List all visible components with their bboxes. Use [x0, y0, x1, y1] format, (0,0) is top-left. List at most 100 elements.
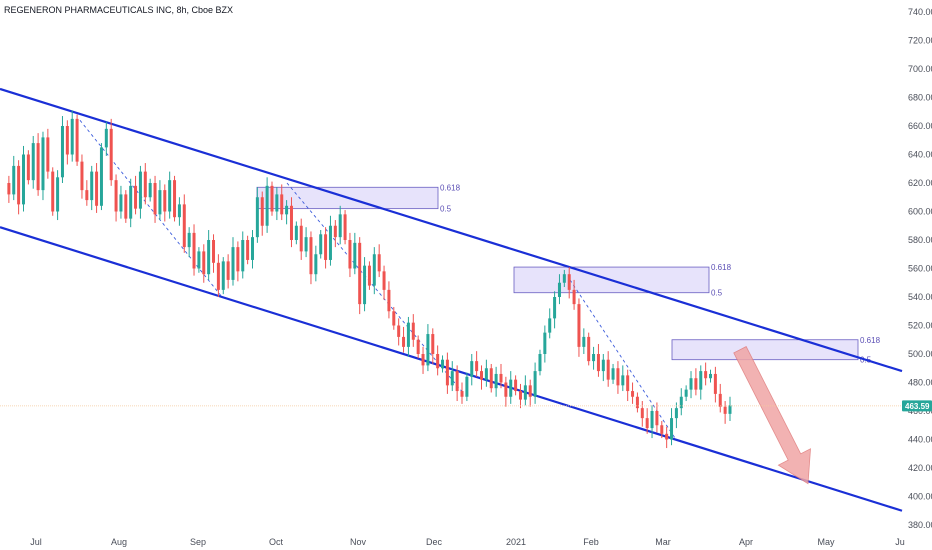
candle-body — [514, 379, 518, 392]
candle-body — [46, 137, 50, 172]
dashed-leg-3 — [569, 279, 677, 440]
y-tick-label: 600.00 — [908, 207, 932, 217]
projection-arrow — [733, 346, 811, 485]
candle-body — [270, 185, 274, 212]
candle-body — [592, 354, 596, 362]
candle-body — [338, 214, 342, 238]
candle-body — [26, 154, 30, 181]
current-price-tag-bg — [902, 400, 932, 412]
candle-body — [484, 368, 488, 380]
candle-body — [518, 391, 522, 400]
candle-body — [207, 240, 211, 275]
candle-body — [655, 411, 659, 426]
fib-zone-upper-label: 0.618 — [711, 263, 732, 272]
candle-body — [562, 274, 566, 283]
chart-title: REGENERON PHARMACEUTICALS INC, 8h, Cboe … — [4, 5, 233, 15]
y-tick-label: 680.00 — [908, 93, 932, 103]
candle-body — [328, 225, 332, 260]
candle-body — [635, 396, 639, 409]
candle-body — [348, 240, 352, 269]
candle-body — [557, 282, 561, 297]
candle-body — [499, 373, 503, 383]
candle-body — [153, 183, 157, 215]
candle-body — [265, 185, 269, 226]
candle-body — [567, 274, 571, 290]
candle-body — [314, 254, 318, 275]
candle-body — [689, 378, 693, 390]
candle-body — [480, 371, 484, 380]
candle-body — [713, 373, 717, 394]
candle-body — [333, 225, 337, 238]
candle-body — [465, 376, 469, 397]
candle-body — [631, 391, 635, 397]
candle-body — [718, 393, 722, 407]
x-tick-label: 2021 — [506, 537, 526, 547]
candle-body — [626, 375, 630, 392]
candle-body — [119, 194, 123, 212]
candle-body — [377, 254, 381, 272]
candle-body — [582, 336, 586, 347]
candle-body — [367, 265, 371, 286]
candle-body — [275, 194, 279, 212]
candle-body — [441, 359, 445, 369]
y-tick-label: 620.00 — [908, 178, 932, 188]
candle-body — [606, 359, 610, 380]
x-tick-label: Nov — [350, 537, 367, 547]
candle-body — [36, 143, 40, 191]
candle-body — [324, 234, 328, 260]
y-tick-label: 540.00 — [908, 292, 932, 302]
candle-body — [397, 325, 401, 337]
price-axis[interactable]: 740.00 720.00 700.00 680.00 660.00 640.00 620.… — [908, 7, 932, 530]
arrow-shape — [733, 346, 811, 485]
candle-body — [109, 128, 113, 181]
candle-body — [421, 354, 425, 366]
candle-body — [246, 240, 250, 260]
candle-body — [402, 336, 406, 347]
candle-body — [709, 373, 713, 379]
candle-body — [455, 371, 459, 392]
candle-body — [494, 373, 498, 389]
candle-body — [7, 183, 11, 195]
y-tick-label: 580.00 — [908, 235, 932, 245]
candle-body — [387, 289, 391, 312]
candle-body — [104, 128, 108, 148]
candle-body — [197, 251, 201, 269]
candle-body — [319, 234, 323, 255]
candle-body — [236, 247, 240, 272]
y-tick-label: 660.00 — [908, 121, 932, 131]
x-tick-label: Feb — [583, 537, 599, 547]
y-tick-label: 720.00 — [908, 36, 932, 46]
y-tick-label: 480.00 — [908, 378, 932, 388]
candle-body — [289, 205, 293, 240]
candle-body — [704, 371, 708, 379]
channel-lower-line — [0, 226, 903, 512]
candle-body — [51, 171, 55, 212]
x-tick-label: Aug — [111, 537, 127, 547]
channel-upper-line — [0, 87, 903, 373]
dashed-leg-2 — [286, 182, 465, 395]
candle-body — [372, 254, 376, 286]
y-tick-label: 520.00 — [908, 321, 932, 331]
candle-body — [299, 225, 303, 252]
candle-body — [21, 154, 25, 205]
candle-body — [80, 161, 84, 191]
x-tick-label: May — [817, 537, 835, 547]
candle-body — [90, 171, 94, 201]
candle-body — [660, 425, 664, 434]
y-tick-label: 500.00 — [908, 349, 932, 359]
candle-body — [363, 265, 367, 305]
candle-body — [694, 378, 698, 390]
candle-body — [543, 332, 547, 354]
candle-body — [528, 385, 532, 397]
fib-zone-3 — [671, 339, 859, 361]
candle-body — [416, 339, 420, 354]
y-tick-label: 420.00 — [908, 463, 932, 473]
candle-body — [411, 322, 415, 340]
candle-body — [538, 354, 542, 372]
y-tick-label: 640.00 — [908, 150, 932, 160]
time-axis[interactable]: Jul Aug Sep Oct Nov Dec 2021 Feb Mar Apr May Ju — [30, 537, 905, 547]
x-tick-label: Dec — [426, 537, 443, 547]
candle-body — [221, 261, 225, 290]
candle-body — [679, 396, 683, 409]
y-tick-label: 560.00 — [908, 264, 932, 274]
